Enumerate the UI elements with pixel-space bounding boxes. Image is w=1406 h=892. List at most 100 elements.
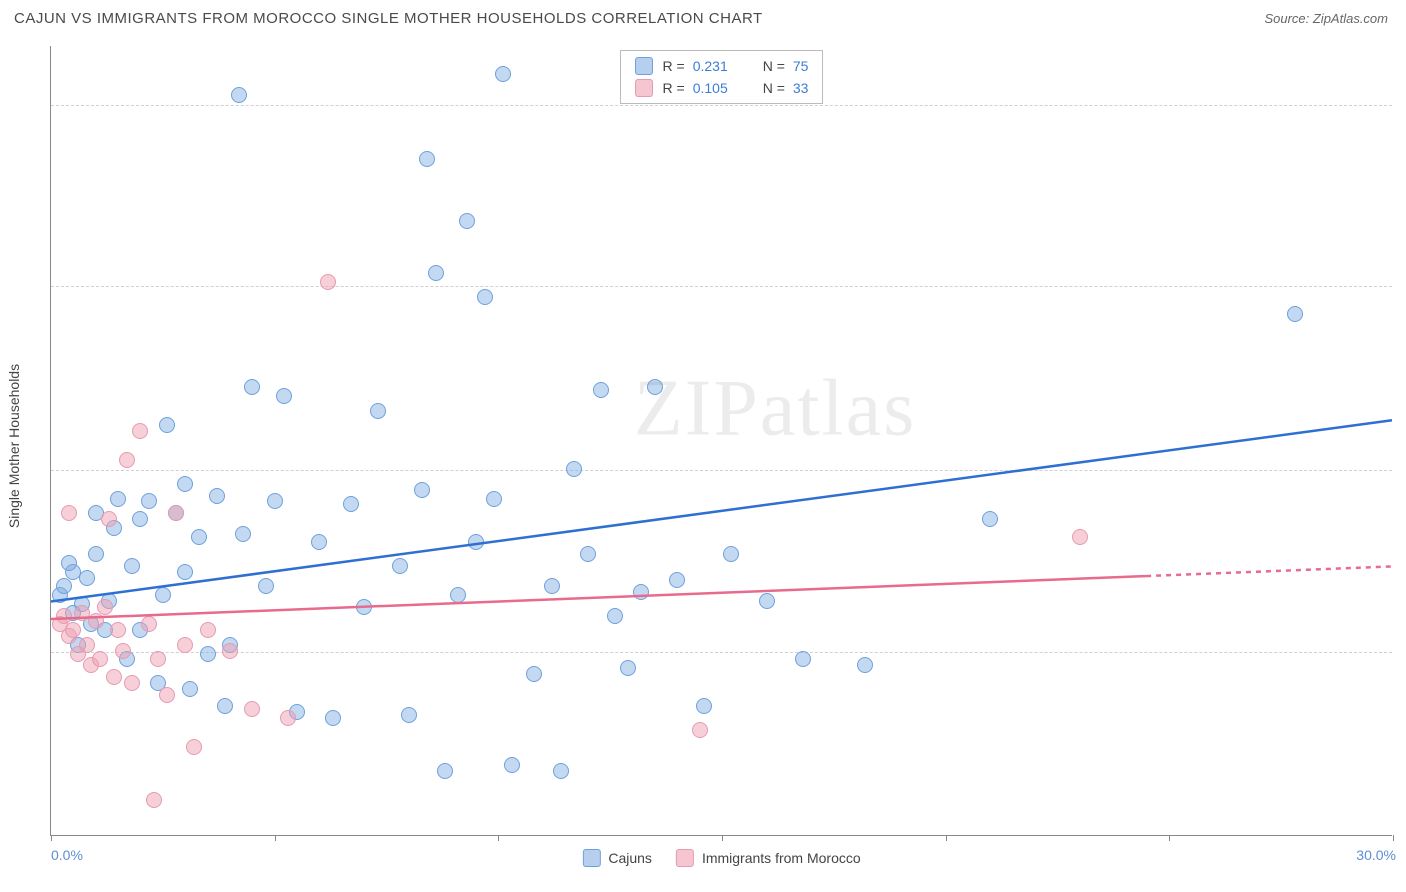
scatter-point <box>544 578 560 594</box>
scatter-point <box>110 622 126 638</box>
r-label: R = <box>663 58 685 74</box>
x-axis-max-label: 30.0% <box>1356 847 1396 863</box>
scatter-point <box>258 578 274 594</box>
scatter-point <box>1287 306 1303 322</box>
scatter-point <box>566 461 582 477</box>
legend-swatch <box>676 849 694 867</box>
r-value: 0.231 <box>693 58 745 74</box>
scatter-point <box>244 701 260 717</box>
scatter-point <box>79 637 95 653</box>
scatter-point <box>92 651 108 667</box>
legend-swatch <box>635 79 653 97</box>
scatter-point <box>320 274 336 290</box>
scatter-point <box>553 763 569 779</box>
scatter-point <box>56 608 72 624</box>
scatter-point <box>607 608 623 624</box>
scatter-point <box>325 710 341 726</box>
source-attribution: Source: ZipAtlas.com <box>1264 11 1388 26</box>
scatter-point <box>857 657 873 673</box>
legend-stat-row: R = 0.105 N = 33 <box>621 77 823 99</box>
scatter-point <box>132 423 148 439</box>
scatter-point <box>692 722 708 738</box>
x-tick <box>1169 835 1170 841</box>
scatter-point <box>159 417 175 433</box>
chart-plot-area: 6.3%12.5%18.8%25.0% ZIPatlas R =0.231N =… <box>50 46 1392 836</box>
scatter-point <box>580 546 596 562</box>
scatter-point <box>696 698 712 714</box>
x-tick <box>946 835 947 841</box>
legend-series-label: Immigrants from Morocco <box>702 850 861 866</box>
scatter-point <box>669 572 685 588</box>
scatter-point <box>65 622 81 638</box>
scatter-point <box>620 660 636 676</box>
legend-series: Cajuns Immigrants from Morocco <box>582 849 860 867</box>
legend-swatch <box>582 849 600 867</box>
scatter-point <box>392 558 408 574</box>
scatter-point <box>311 534 327 550</box>
scatter-point <box>370 403 386 419</box>
n-value: 33 <box>793 80 809 96</box>
r-label: R = <box>663 80 685 96</box>
scatter-point <box>593 382 609 398</box>
scatter-point <box>79 570 95 586</box>
scatter-point <box>177 476 193 492</box>
scatter-point <box>267 493 283 509</box>
scatter-point <box>795 651 811 667</box>
gridline <box>51 470 1392 471</box>
scatter-point <box>647 379 663 395</box>
n-value: 75 <box>793 58 809 74</box>
scatter-point <box>146 792 162 808</box>
scatter-point <box>343 496 359 512</box>
scatter-point <box>61 555 77 571</box>
scatter-point <box>486 491 502 507</box>
scatter-point <box>182 681 198 697</box>
x-tick <box>722 835 723 841</box>
legend-series-item: Cajuns <box>582 849 652 867</box>
scatter-point <box>200 622 216 638</box>
scatter-point <box>437 763 453 779</box>
x-tick <box>1393 835 1394 841</box>
scatter-point <box>186 739 202 755</box>
scatter-point <box>141 493 157 509</box>
x-axis-min-label: 0.0% <box>51 847 83 863</box>
scatter-point <box>61 505 77 521</box>
scatter-point <box>141 616 157 632</box>
scatter-point <box>150 651 166 667</box>
x-tick <box>275 835 276 841</box>
scatter-point <box>217 698 233 714</box>
legend-stats: R = 0.231 N = 75 R = 0.105 N = 33 <box>620 50 824 104</box>
scatter-point <box>115 643 131 659</box>
legend-series-item: Immigrants from Morocco <box>676 849 861 867</box>
r-value: 0.105 <box>693 80 745 96</box>
scatter-point <box>356 599 372 615</box>
scatter-point <box>450 587 466 603</box>
scatter-point <box>132 511 148 527</box>
scatter-point <box>495 66 511 82</box>
scatter-point <box>759 593 775 609</box>
x-tick <box>498 835 499 841</box>
gridline <box>51 286 1392 287</box>
scatter-point <box>155 587 171 603</box>
n-label: N = <box>763 58 785 74</box>
n-label: N = <box>763 80 785 96</box>
scatter-point <box>124 558 140 574</box>
scatter-point <box>200 646 216 662</box>
scatter-point <box>428 265 444 281</box>
scatter-point <box>419 151 435 167</box>
scatter-point <box>88 613 104 629</box>
scatter-point <box>1072 529 1088 545</box>
scatter-point <box>177 564 193 580</box>
legend-swatch <box>635 57 653 75</box>
scatter-point <box>633 584 649 600</box>
gridline <box>51 652 1392 653</box>
scatter-point <box>88 546 104 562</box>
gridline <box>51 105 1392 106</box>
legend-series-label: Cajuns <box>608 850 652 866</box>
scatter-point <box>124 675 140 691</box>
scatter-point <box>235 526 251 542</box>
scatter-point <box>110 491 126 507</box>
scatter-point <box>231 87 247 103</box>
chart-header: CAJUN VS IMMIGRANTS FROM MOROCCO SINGLE … <box>0 0 1406 33</box>
scatter-point <box>401 707 417 723</box>
scatter-point <box>477 289 493 305</box>
